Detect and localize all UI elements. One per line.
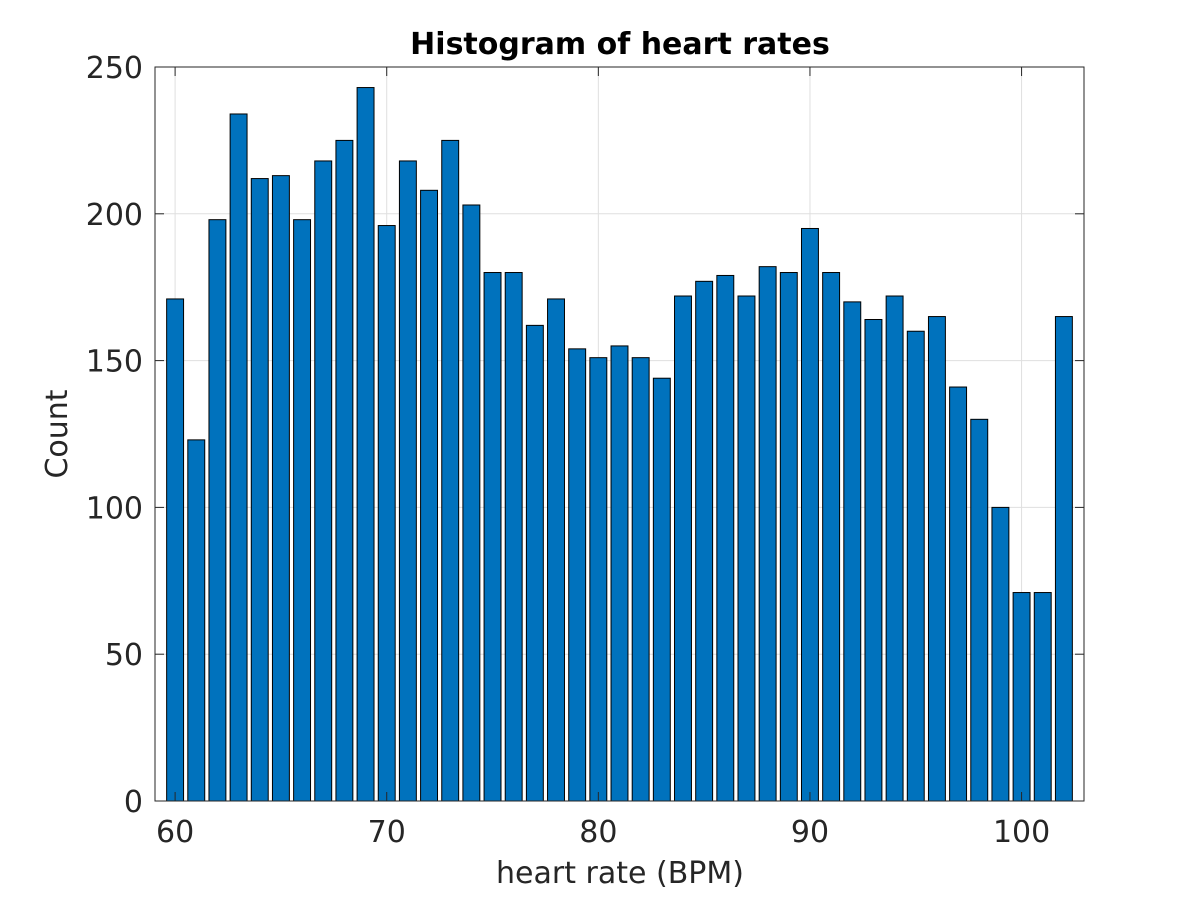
histogram-bar <box>462 204 481 802</box>
histogram-bar <box>335 139 354 802</box>
histogram-bar <box>547 298 565 802</box>
x-tick-label: 100 <box>993 815 1050 850</box>
y-axis-label: Count <box>40 389 75 478</box>
histogram-bar <box>864 318 883 802</box>
histogram-bar <box>674 295 692 802</box>
histogram-bar <box>441 139 460 802</box>
histogram-bar <box>949 386 968 802</box>
histogram-bar <box>293 219 312 802</box>
x-tick-label: 60 <box>156 815 194 850</box>
histogram-bar <box>377 225 396 802</box>
histogram-bar <box>229 113 248 802</box>
histogram-bar <box>208 219 227 802</box>
histogram-bar <box>589 357 608 802</box>
chart-title: Histogram of heart rates <box>410 27 830 62</box>
histogram-bar <box>1012 592 1031 802</box>
y-tick-label: 200 <box>86 198 143 233</box>
histogram-bar <box>314 160 333 802</box>
y-tick-label: 250 <box>86 51 143 86</box>
histogram-bar <box>737 295 756 802</box>
histogram-bar <box>1033 592 1052 802</box>
x-tick-label: 90 <box>791 815 829 850</box>
histogram-bar <box>779 272 798 802</box>
histogram-bar <box>483 272 502 802</box>
histogram-bar <box>398 160 417 802</box>
histogram-bar <box>420 189 439 802</box>
histogram-bar <box>758 266 777 802</box>
x-tick-label: 80 <box>579 815 617 850</box>
histogram-bar <box>652 377 671 802</box>
histogram-bar <box>906 330 925 802</box>
histogram-bar <box>716 274 735 802</box>
histogram-bar <box>1054 316 1073 802</box>
y-tick-label: 50 <box>105 638 143 673</box>
y-tick-label: 0 <box>124 785 143 820</box>
x-tick-label: 70 <box>368 815 406 850</box>
histogram-bar <box>822 272 841 802</box>
y-tick-label: 100 <box>86 491 143 526</box>
histogram-bar <box>695 280 714 802</box>
y-tick-labels: 0 50 100 150 200 250 <box>86 51 143 820</box>
histogram-bar <box>927 316 946 802</box>
x-tick-labels: 60 70 80 90 100 <box>156 815 1050 850</box>
histogram-bar <box>631 357 650 802</box>
histogram-bar <box>970 418 989 802</box>
histogram-bar <box>504 272 523 802</box>
histogram-bar <box>991 506 1010 802</box>
plot-frame <box>154 66 1085 802</box>
histogram-bar <box>800 227 819 802</box>
histogram-bar <box>166 298 185 802</box>
histogram-bar <box>271 175 290 802</box>
x-axis-label: heart rate (BPM) <box>496 856 744 891</box>
histogram-bar <box>885 295 904 802</box>
histogram-bar <box>250 178 269 802</box>
y-tick-label: 150 <box>86 345 143 380</box>
histogram-bar <box>356 87 375 802</box>
histogram-bar <box>610 345 629 802</box>
histogram-bar <box>187 439 206 802</box>
histogram-bar <box>525 324 544 802</box>
histogram-bar <box>568 348 587 802</box>
tick-marks <box>155 66 1084 802</box>
histogram-bar <box>843 301 862 802</box>
